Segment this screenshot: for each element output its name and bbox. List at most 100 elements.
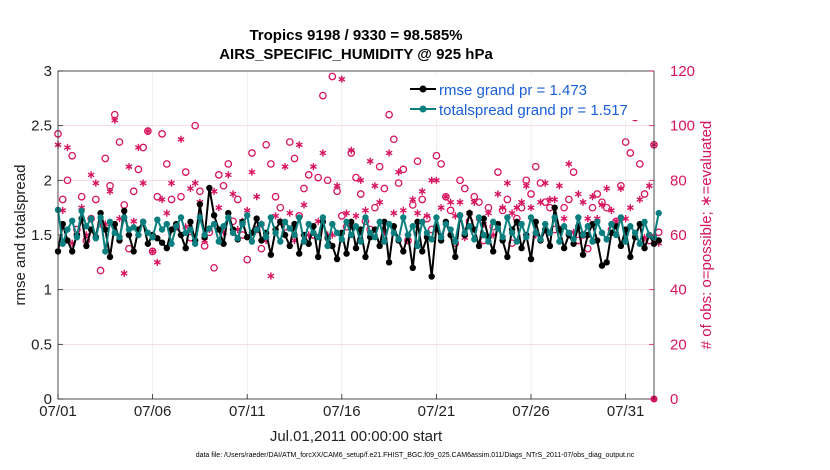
totalspread-marker <box>158 226 166 233</box>
totalspread-marker <box>437 233 445 241</box>
totalspread-marker <box>466 223 473 230</box>
totalspread-marker <box>357 238 364 245</box>
totalspread-marker <box>102 248 109 255</box>
obs-possible-marker <box>371 203 379 212</box>
rmse-marker <box>627 253 634 261</box>
totalspread-marker <box>442 220 450 228</box>
obs-evaluated-marker <box>432 176 440 184</box>
totalspread-marker <box>641 218 648 226</box>
obs-possible-marker <box>565 195 573 204</box>
obs-evaluated-marker <box>579 198 587 206</box>
totalspread-marker <box>631 229 639 237</box>
totalspread-marker <box>485 238 492 245</box>
obs-possible-marker <box>593 190 602 198</box>
rmse-marker <box>225 209 232 217</box>
totalspread-marker <box>527 214 535 221</box>
obs-evaluated-marker <box>149 247 157 255</box>
chart-title: Tropics 9198 / 9330 = 98.585% <box>249 27 462 44</box>
obs-evaluated-marker <box>437 204 445 212</box>
totalspread-marker <box>139 218 147 226</box>
obs-possible-marker <box>602 203 611 212</box>
totalspread-marker <box>130 224 137 231</box>
obs-evaluated-marker <box>210 187 218 195</box>
obs-possible-marker <box>621 138 630 146</box>
totalspread-marker <box>513 238 521 245</box>
obs-possible-marker <box>243 255 252 264</box>
totalspread-marker <box>191 240 199 247</box>
obs-evaluated-marker <box>603 184 611 193</box>
legend: rmse grand pr = 1.473 totalspread grand … <box>404 75 648 120</box>
rmse-marker <box>414 218 421 226</box>
rmse-marker <box>281 231 289 239</box>
rmse-marker <box>551 204 558 211</box>
rmse-marker <box>655 237 662 244</box>
rmse-marker <box>314 253 322 261</box>
obs-evaluated-marker <box>565 160 573 168</box>
rmse-marker <box>187 218 194 226</box>
obs-evaluated-marker <box>390 209 398 217</box>
obs-evaluated-marker <box>626 204 634 212</box>
totalspread-marker <box>612 231 620 239</box>
totalspread-marker <box>499 233 506 241</box>
obs-possible-marker <box>285 138 294 146</box>
obs-evaluated-marker <box>560 215 568 223</box>
obs-possible-marker <box>323 176 332 185</box>
obs-possible-marker <box>503 195 512 204</box>
obs-evaluated-marker <box>163 209 171 217</box>
rmse-marker <box>267 251 275 258</box>
obs-evaluated-marker <box>286 209 294 217</box>
obs-evaluated-marker <box>589 193 596 201</box>
rmse-marker <box>343 250 350 257</box>
rmse-marker <box>102 226 109 233</box>
totalspread-marker <box>570 236 577 243</box>
obs-evaluated-marker <box>499 204 507 212</box>
totalspread-marker <box>92 235 100 242</box>
obs-possible-marker <box>91 195 100 204</box>
rmse-marker <box>428 273 435 280</box>
obs-possible-marker <box>63 176 72 185</box>
obs-possible-marker <box>115 138 124 146</box>
obs-evaluated-marker <box>134 143 142 152</box>
totalspread-marker <box>409 223 416 230</box>
rmse-marker <box>296 250 303 257</box>
obs-evaluated-marker <box>309 163 317 171</box>
totalspread-marker <box>414 242 421 250</box>
obs-evaluated-marker <box>92 179 100 187</box>
obs-evaluated-marker <box>347 146 355 154</box>
obs-evaluated-marker <box>399 206 407 214</box>
totalspread-marker <box>286 225 293 232</box>
obs-possible-marker <box>427 225 436 234</box>
obs-possible-marker <box>196 187 204 196</box>
obs-evaluated-marker <box>111 116 119 124</box>
totalspread-marker <box>603 236 610 243</box>
obs-evaluated-marker <box>352 212 360 220</box>
obs-evaluated-marker <box>470 198 478 206</box>
obs-possible-marker <box>437 160 445 168</box>
totalspread-marker <box>608 220 615 228</box>
rmse-marker <box>68 248 76 255</box>
totalspread-marker <box>59 240 66 247</box>
y-tick-label-right: 20 <box>670 336 687 353</box>
rmse-marker <box>196 201 204 208</box>
totalspread-marker <box>589 238 596 245</box>
totalspread-marker <box>73 233 81 241</box>
x-tick-label: 07/26 <box>512 403 550 420</box>
totalspread-marker <box>78 207 85 215</box>
totalspread-marker <box>395 236 402 243</box>
legend-totalspread-label: totalspread grand pr = 1.517 <box>439 102 628 119</box>
totalspread-marker <box>636 240 644 247</box>
rmse-marker <box>329 242 336 250</box>
obs-evaluated-marker <box>385 149 393 157</box>
rmse-marker <box>466 209 473 217</box>
totalspread-marker <box>338 236 346 243</box>
totalspread-marker <box>201 231 208 239</box>
obs-possible-marker <box>588 203 597 212</box>
totalspread-marker <box>423 229 431 237</box>
totalspread-marker <box>239 220 246 228</box>
rmse-marker <box>130 248 137 255</box>
obs-evaluated-marker <box>338 75 346 83</box>
obs-evaluated-marker <box>357 176 365 184</box>
obs-evaluated-marker <box>376 198 384 206</box>
obs-evaluated-marker <box>361 206 369 214</box>
obs-evaluated-marker <box>253 193 261 201</box>
